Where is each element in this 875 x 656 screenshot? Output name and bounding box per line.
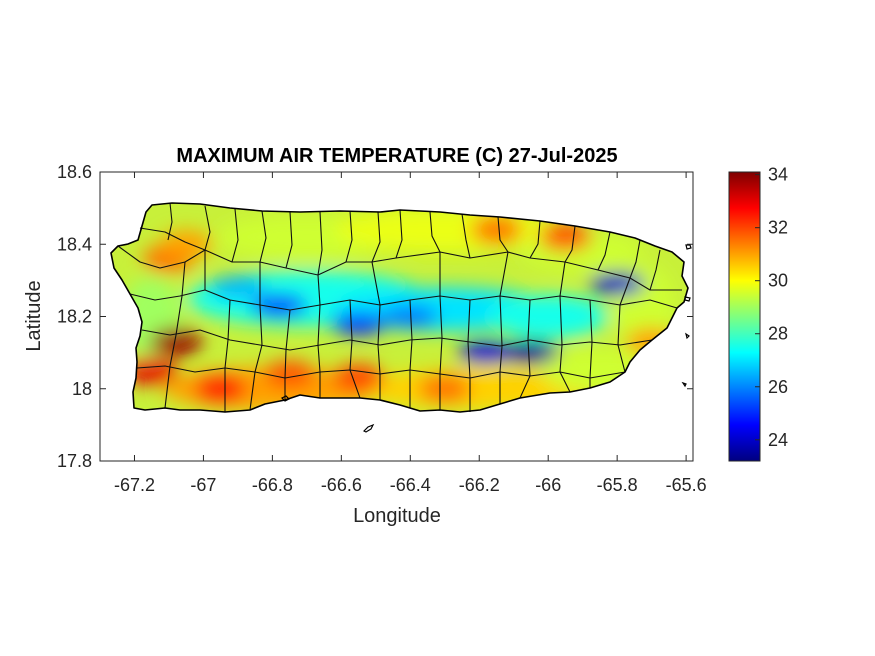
municipality-line — [317, 274, 321, 306]
heat-field — [111, 203, 688, 412]
municipality-line — [395, 209, 403, 259]
x-tick-label: -66.6 — [321, 475, 362, 495]
y-tick-label: 18.4 — [57, 234, 92, 254]
x-tick-label: -65.8 — [597, 475, 638, 495]
offshore-islets — [280, 244, 692, 433]
municipality-line — [497, 216, 509, 253]
heat-blobs — [121, 207, 678, 411]
municipality-line — [629, 239, 641, 279]
municipality-line — [139, 227, 206, 251]
y-tick-label: 18.2 — [57, 307, 92, 327]
coldspot-blob — [251, 294, 308, 317]
x-tick-label: -66.2 — [459, 475, 500, 495]
y-tick-label: 18.6 — [57, 162, 92, 182]
coldspot-blob — [589, 272, 646, 295]
hotspot-blob — [125, 356, 178, 385]
municipality-line — [371, 261, 381, 306]
municipality-line — [499, 295, 503, 404]
east-islet-2 — [684, 296, 691, 302]
municipality-line — [204, 205, 211, 251]
colorbar-tick-label: 28 — [768, 324, 788, 344]
hotspot-blob — [263, 360, 316, 389]
x-tick-label: -66 — [535, 475, 561, 495]
colorbar-tick-label: 26 — [768, 377, 788, 397]
x-axis-label: Longitude — [353, 505, 441, 527]
coldspot-blob — [458, 341, 515, 364]
x-tick-label: -65.6 — [666, 475, 707, 495]
colorbar-tick-label: 30 — [768, 271, 788, 291]
municipality-line — [371, 211, 381, 263]
hotspot-blob — [194, 374, 247, 403]
municipality-line — [224, 299, 231, 412]
municipality-line — [377, 304, 381, 400]
municipality-line — [439, 295, 443, 410]
chart-title: MAXIMUM AIR TEMPERATURE (C) 27-Jul-2025 — [176, 145, 617, 167]
hotspot-blob — [149, 327, 202, 356]
municipality-line — [461, 213, 471, 259]
municipality-line — [285, 211, 293, 269]
municipality-line — [284, 309, 291, 400]
municipality-line — [317, 304, 321, 398]
municipality-line — [559, 295, 571, 393]
municipality-line — [649, 249, 661, 291]
coldspot-blob — [330, 312, 387, 335]
municipality-line — [249, 304, 263, 411]
colorbar-ticks: 24 26 28 30 32 34 — [755, 165, 788, 450]
x-tick-label: -66.8 — [252, 475, 293, 495]
municipality-line — [409, 299, 413, 408]
municipality-line — [259, 210, 267, 263]
caja-de-muerto-islet — [362, 423, 375, 433]
heat-band — [488, 294, 609, 339]
municipality-line — [129, 289, 678, 311]
east-islet-3 — [685, 332, 690, 340]
municipality-line — [429, 211, 441, 253]
municipality-line — [617, 304, 626, 373]
south-islet — [681, 381, 687, 388]
hotspot-blob — [160, 230, 213, 259]
municipality-line — [345, 210, 353, 263]
municipality-line — [564, 225, 576, 263]
municipality-line — [467, 299, 471, 412]
west-islet — [280, 395, 291, 402]
municipality-line — [231, 208, 239, 263]
x-tick-label: -67 — [190, 475, 216, 495]
y-axis-label: Latitude — [23, 280, 45, 351]
x-tick-label: -66.4 — [390, 475, 431, 495]
hotspot-blob — [418, 374, 471, 403]
hotspot-blob — [332, 363, 385, 392]
municipality-line — [559, 261, 566, 297]
municipality-line — [597, 231, 611, 271]
municipality-line — [317, 211, 323, 276]
y-axis: 17.8 18 18.2 18.4 18.6 — [57, 162, 693, 471]
colorbar-tick-label: 34 — [768, 165, 788, 185]
municipality-line — [167, 202, 173, 241]
coldspot-blob — [209, 276, 266, 299]
y-tick-label: 18 — [72, 379, 92, 399]
x-axis: -67.2 -67 -66.8 -66.6 -66.4 -66.2 -66 -65.8 -65.… — [114, 172, 707, 495]
municipality-line — [141, 329, 653, 351]
x-tick-label: -67.2 — [114, 475, 155, 495]
colorbar-tick-label: 32 — [768, 218, 788, 238]
colorbar-tick-label: 24 — [768, 430, 788, 450]
east-islet — [685, 244, 692, 250]
island-outline — [110, 202, 689, 413]
municipality-boundaries — [117, 202, 682, 412]
municipality-line — [519, 299, 531, 399]
municipality-line — [529, 220, 541, 259]
coldspot-blob — [502, 341, 559, 364]
municipality-line — [499, 251, 509, 297]
y-tick-label: 17.8 — [57, 451, 92, 471]
municipality-line — [589, 299, 593, 388]
colorbar — [728, 171, 761, 462]
municipality-line — [164, 261, 186, 409]
municipality-line — [349, 299, 361, 399]
hotspot-blob — [539, 223, 592, 252]
hotspot-blob — [470, 215, 523, 244]
municipality-line — [619, 277, 631, 306]
